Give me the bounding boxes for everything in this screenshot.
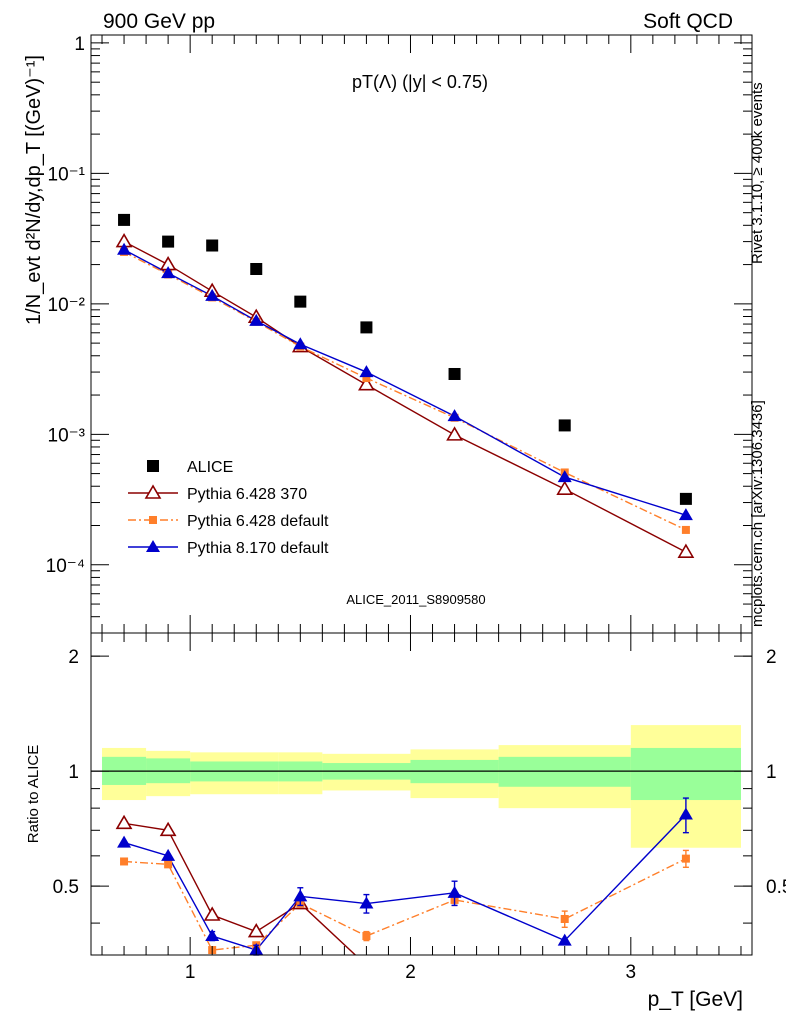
data-point — [358, 376, 375, 391]
ratio-y-tick-label: 0.5 — [53, 877, 79, 898]
data-point — [448, 367, 461, 380]
data-point — [677, 543, 695, 558]
ratio-data-point — [560, 915, 569, 924]
ratio-data-point — [161, 848, 176, 861]
data-point — [678, 508, 693, 521]
legend-label: Pythia 6.428 370 — [187, 486, 307, 503]
data-point — [446, 426, 463, 441]
data-point — [205, 288, 220, 301]
ratio-data-point — [362, 932, 371, 941]
main-y-tick-label: 10⁻³ — [48, 425, 86, 446]
data-point — [161, 266, 176, 279]
ratio-y-axis-label: Ratio to ALICE — [25, 745, 42, 843]
ratio-data-point — [447, 885, 462, 898]
legend-marker — [149, 516, 157, 524]
data-point — [558, 419, 571, 432]
data-point — [556, 480, 574, 495]
ratio-y-tick-label: 2 — [68, 647, 79, 668]
ratio-frame — [90, 632, 753, 956]
ratio-data-point — [681, 854, 690, 863]
ratio-y-tick-label-right: 2 — [766, 647, 777, 668]
ratio-data-point — [205, 929, 220, 942]
ratio-data-point — [120, 857, 129, 866]
legend-marker — [146, 540, 160, 552]
data-point — [293, 337, 308, 350]
main-y-tick-label: 10⁻⁴ — [46, 556, 85, 577]
data-point — [681, 525, 690, 534]
ratio-series-line — [123, 813, 687, 951]
uncertainty-band-inner — [630, 747, 741, 801]
main-title: pT(Λ) (|y| < 0.75) — [352, 72, 488, 92]
data-point — [359, 365, 374, 378]
data-point — [557, 470, 572, 483]
main-y-axis-label: 1/N_evt d²N/dy,dp_T [(GeV)⁻¹] — [23, 55, 45, 325]
data-point — [362, 374, 371, 383]
ratio-y-tick-label-right: 1 — [766, 762, 777, 783]
legend-label: Pythia 8.170 default — [187, 540, 329, 557]
main-y-tick-label: 1 — [74, 34, 85, 55]
rivet-label: Rivet 3.1.10, ≥ 400k events — [749, 82, 766, 264]
header-left: 900 GeV pp — [103, 10, 215, 33]
header-right: Soft QCD — [643, 10, 733, 33]
ratio-series-line — [123, 822, 357, 955]
x-axis-label: p_T [GeV] — [648, 988, 743, 1011]
data-point — [249, 313, 264, 326]
ratio-data-point — [293, 889, 308, 902]
ratio-data-point — [359, 896, 374, 909]
legend-label: ALICE — [187, 459, 233, 476]
data-point — [118, 213, 131, 226]
ratio-data-point — [203, 906, 221, 921]
legend-marker — [147, 460, 159, 472]
ratio-data-point — [117, 835, 132, 848]
data-point — [206, 239, 219, 252]
ratio-data-point — [678, 807, 693, 820]
data-point — [294, 295, 307, 308]
data-point — [447, 409, 462, 422]
legend: ALICE Pythia 6.428 370 Pythia 6.428 defaul… — [128, 459, 329, 557]
ratio-data-point — [164, 860, 173, 869]
x-tick-label: 2 — [405, 962, 416, 983]
ratio-y-tick-label-right: 0.5 — [766, 877, 786, 898]
main-y-tick-label: 10⁻² — [48, 295, 86, 316]
uncertainty-band-inner — [498, 756, 631, 787]
data-point — [162, 235, 175, 248]
ratio-data-point — [159, 821, 177, 837]
x-tick-label: 1 — [185, 962, 196, 983]
ratio-data-point — [115, 814, 133, 830]
data-point — [117, 242, 132, 255]
ratio-y-tick-label: 1 — [68, 762, 79, 783]
ratio-data-point — [557, 933, 572, 946]
data-point — [360, 321, 373, 334]
series-line — [123, 240, 687, 553]
x-tick-label: 3 — [626, 962, 637, 983]
data-point — [679, 492, 692, 505]
mcplots-label: mcplots.cern.ch [arXiv:1306.3436] — [749, 400, 766, 627]
legend-marker — [144, 484, 162, 499]
legend-label: Pythia 6.428 default — [187, 513, 329, 530]
analysis-id: ALICE_2011_S8909580 — [346, 592, 485, 607]
data-point — [250, 262, 263, 275]
series-line — [123, 251, 687, 531]
main-y-tick-label: 10⁻¹ — [48, 164, 86, 185]
ratio-data-point — [247, 923, 265, 938]
